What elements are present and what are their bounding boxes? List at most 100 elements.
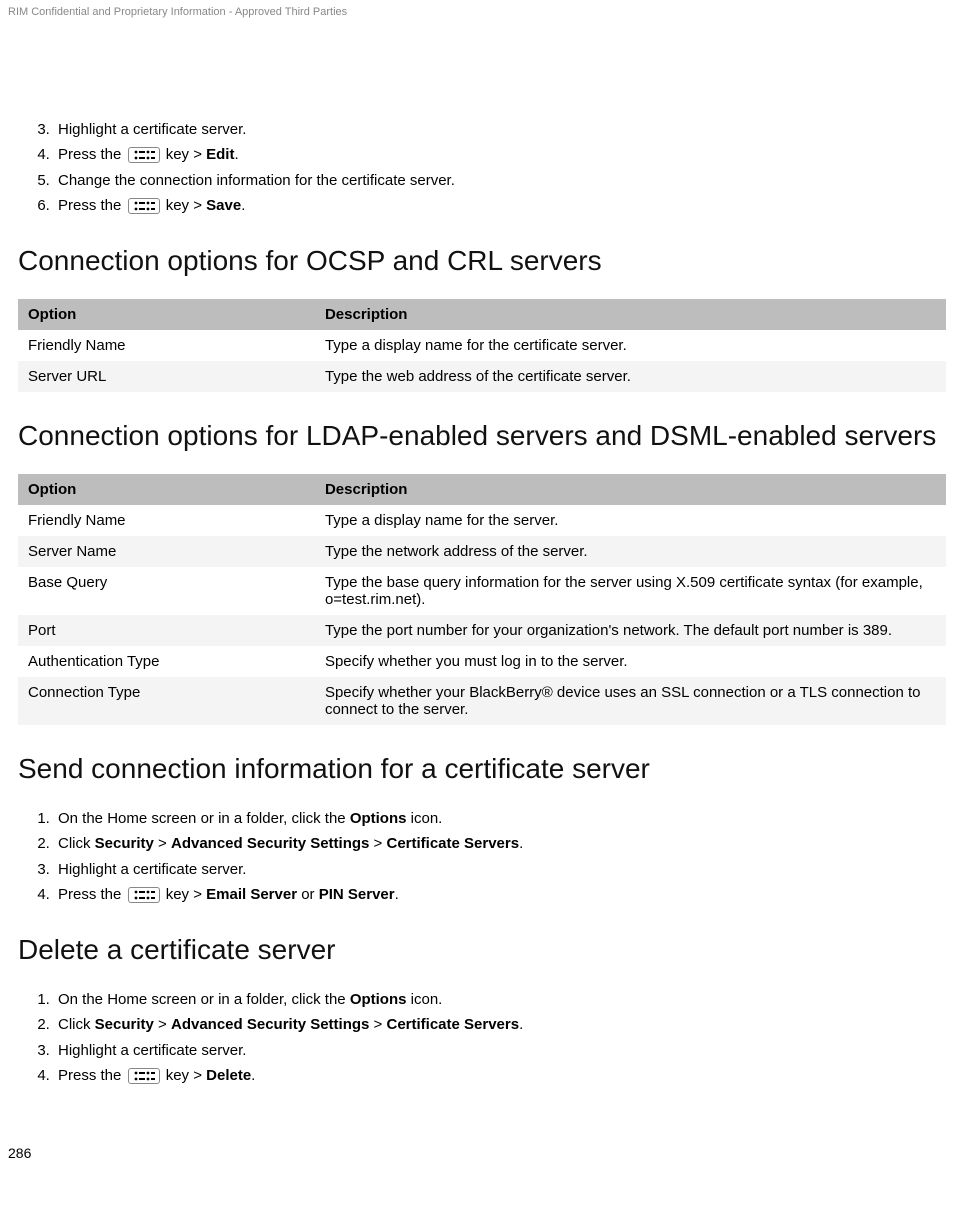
step-text: key >	[162, 1067, 207, 1084]
cell-option: Port	[18, 615, 315, 646]
table-row: Connection TypeSpecify whether your Blac…	[18, 677, 946, 725]
step-item: Click Security > Advanced Security Setti…	[54, 832, 946, 855]
page-number: 286	[8, 1145, 31, 1161]
step-text: .	[234, 146, 238, 163]
cell-description: Type a display name for the certificate …	[315, 330, 946, 361]
cell-option: Friendly Name	[18, 330, 315, 361]
menu-key-icon	[128, 1068, 160, 1084]
cell-description: Type the base query information for the …	[315, 567, 946, 615]
step-item: Change the connection information for th…	[54, 169, 946, 192]
bold-text: Edit	[206, 146, 234, 163]
table-row: Server URLType the web address of the ce…	[18, 361, 946, 392]
cell-option: Authentication Type	[18, 646, 315, 677]
col-header-description: Description	[315, 474, 946, 505]
bold-text: Advanced Security Settings	[171, 1016, 369, 1033]
step-text: or	[297, 886, 319, 903]
cell-description: Type the port number for your organizati…	[315, 615, 946, 646]
step-text: key >	[162, 146, 207, 163]
step-text: key >	[162, 197, 207, 214]
heading-ocsp-crl: Connection options for OCSP and CRL serv…	[18, 245, 946, 277]
table-row: Friendly NameType a display name for the…	[18, 330, 946, 361]
step-text: .	[519, 835, 523, 852]
bold-text: Advanced Security Settings	[171, 835, 369, 852]
bold-text: Security	[95, 835, 154, 852]
step-text: Press the	[58, 146, 126, 163]
table-row: Authentication TypeSpecify whether you m…	[18, 646, 946, 677]
bold-text: Certificate Servers	[387, 1016, 520, 1033]
steps-delete-server: On the Home screen or in a folder, click…	[18, 988, 946, 1087]
step-text: Press the	[58, 1067, 126, 1084]
step-text: On the Home screen or in a folder, click…	[58, 991, 350, 1008]
step-text: >	[154, 835, 171, 852]
step-text: icon.	[406, 810, 442, 827]
bold-text: Save	[206, 197, 241, 214]
menu-key-icon	[128, 198, 160, 214]
bold-text: PIN Server	[319, 886, 395, 903]
heading-send-connection: Send connection information for a certif…	[18, 753, 946, 785]
col-header-description: Description	[315, 299, 946, 330]
step-text: On the Home screen or in a folder, click…	[58, 810, 350, 827]
col-header-option: Option	[18, 299, 315, 330]
cell-option: Server Name	[18, 536, 315, 567]
step-item: Press the key > Edit.	[54, 143, 946, 166]
step-text: Highlight a certificate server.	[58, 861, 246, 878]
step-text: Highlight a certificate server.	[58, 1042, 246, 1059]
bold-text: Email Server	[206, 886, 297, 903]
bold-text: Options	[350, 991, 407, 1008]
step-text: .	[519, 1016, 523, 1033]
page-content: Highlight a certificate server. Press the…	[0, 18, 964, 1145]
step-item: Highlight a certificate server.	[54, 118, 946, 141]
step-text: Change the connection information for th…	[58, 172, 455, 189]
steps-send-connection: On the Home screen or in a folder, click…	[18, 807, 946, 906]
menu-key-icon	[128, 887, 160, 903]
bold-text: Certificate Servers	[387, 835, 520, 852]
cell-description: Specify whether you must log in to the s…	[315, 646, 946, 677]
bold-text: Options	[350, 810, 407, 827]
step-item: Press the key > Save.	[54, 194, 946, 217]
step-text: icon.	[406, 991, 442, 1008]
step-item: On the Home screen or in a folder, click…	[54, 988, 946, 1011]
cell-description: Type the network address of the server.	[315, 536, 946, 567]
table-ocsp-crl: Option Description Friendly NameType a d…	[18, 299, 946, 392]
steps-edit-server: Highlight a certificate server. Press the…	[18, 118, 946, 217]
step-item: Highlight a certificate server.	[54, 1039, 946, 1062]
step-item: Click Security > Advanced Security Setti…	[54, 1013, 946, 1036]
table-row: PortType the port number for your organi…	[18, 615, 946, 646]
cell-description: Type the web address of the certificate …	[315, 361, 946, 392]
cell-option: Connection Type	[18, 677, 315, 725]
bold-text: Delete	[206, 1067, 251, 1084]
step-text: Press the	[58, 886, 126, 903]
table-row: Server NameType the network address of t…	[18, 536, 946, 567]
step-item: Press the key > Delete.	[54, 1064, 946, 1087]
step-text: key >	[162, 886, 207, 903]
col-header-option: Option	[18, 474, 315, 505]
step-text: .	[251, 1067, 255, 1084]
cell-option: Base Query	[18, 567, 315, 615]
table-row: Base QueryType the base query informatio…	[18, 567, 946, 615]
heading-delete-server: Delete a certificate server	[18, 934, 946, 966]
step-text: Click	[58, 835, 95, 852]
cell-description: Specify whether your BlackBerry® device …	[315, 677, 946, 725]
cell-description: Type a display name for the server.	[315, 505, 946, 536]
bold-text: Security	[95, 1016, 154, 1033]
step-text: Click	[58, 1016, 95, 1033]
step-item: Press the key > Email Server or PIN Serv…	[54, 883, 946, 906]
menu-key-icon	[128, 147, 160, 163]
step-item: On the Home screen or in a folder, click…	[54, 807, 946, 830]
table-header-row: Option Description	[18, 474, 946, 505]
step-text: .	[241, 197, 245, 214]
step-text: >	[369, 835, 386, 852]
table-header-row: Option Description	[18, 299, 946, 330]
step-text: >	[369, 1016, 386, 1033]
table-row: Friendly NameType a display name for the…	[18, 505, 946, 536]
step-text: Press the	[58, 197, 126, 214]
cell-option: Server URL	[18, 361, 315, 392]
step-text: >	[154, 1016, 171, 1033]
table-ldap-dsml: Option Description Friendly NameType a d…	[18, 474, 946, 725]
cell-option: Friendly Name	[18, 505, 315, 536]
step-text: .	[395, 886, 399, 903]
step-item: Highlight a certificate server.	[54, 858, 946, 881]
heading-ldap-dsml: Connection options for LDAP-enabled serv…	[18, 420, 946, 452]
step-text: Highlight a certificate server.	[58, 121, 246, 138]
confidential-header: RIM Confidential and Proprietary Informa…	[0, 0, 964, 18]
